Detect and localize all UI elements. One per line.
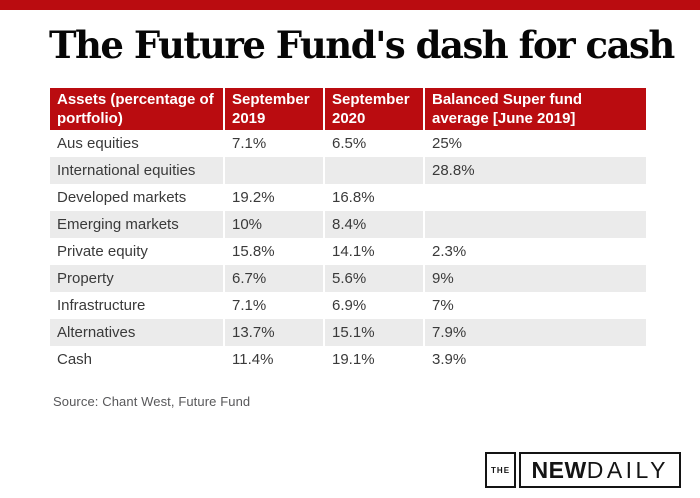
cell-sep2019: 15.8% <box>223 238 323 265</box>
cell-balanced: 2.3% <box>423 238 646 265</box>
cell-sep2020: 5.6% <box>323 265 423 292</box>
cell-balanced: 28.8% <box>423 157 646 184</box>
column-header-balanced: Balanced Super fund average [June 2019] <box>423 88 646 130</box>
cell-asset: Alternatives <box>57 324 136 341</box>
cell-asset: Private equity <box>57 243 148 260</box>
table-row: Property 6.7% 5.6% 9% <box>50 265 646 292</box>
cell-sep2019: 7.1% <box>223 130 323 157</box>
table-row: Emerging markets 10% 8.4% <box>50 211 646 238</box>
newdaily-logo-wordmark: NEW DAILY <box>518 452 681 488</box>
cell-sep2019: 13.7% <box>223 319 323 346</box>
table-row: International equities 28.8% <box>50 157 646 184</box>
cell-sep2020: 14.1% <box>323 238 423 265</box>
cell-sep2019: 19.2% <box>223 184 323 211</box>
newdaily-logo-the-box: THE <box>484 452 516 488</box>
table-row: Private equity 15.8% 14.1% 2.3% <box>50 238 646 265</box>
cell-asset: Developed markets <box>57 189 187 206</box>
table-row: Cash 11.4% 19.1% 3.9% <box>50 346 646 373</box>
newdaily-logo-daily: DAILY <box>586 456 669 483</box>
cell-balanced: 9% <box>423 265 646 292</box>
table-row: Alternatives 13.7% 15.1% 7.9% <box>50 319 646 346</box>
column-header-sep2019: September 2019 <box>223 88 323 130</box>
cell-asset: Infrastructure <box>57 297 146 314</box>
cell-sep2020: 16.8% <box>323 184 423 211</box>
table-row: Aus equities 7.1% 6.5% 25% <box>50 130 646 157</box>
table-row: Infrastructure 7.1% 6.9% 7% <box>50 292 646 319</box>
cell-balanced <box>423 211 646 238</box>
cell-sep2020: 19.1% <box>323 346 423 373</box>
cell-sep2020: 6.5% <box>323 130 423 157</box>
table-row: Developed markets 19.2% 16.8% <box>50 184 646 211</box>
column-header-sep2020: September 2020 <box>323 88 423 130</box>
cell-asset: Aus equities <box>57 135 139 152</box>
cell-sep2019 <box>223 157 323 184</box>
source-note: Source: Chant West, Future Fund <box>53 394 251 409</box>
cell-sep2019: 11.4% <box>223 346 323 373</box>
page-title: The Future Fund's dash for cash <box>49 23 675 67</box>
cell-sep2019: 10% <box>223 211 323 238</box>
cell-balanced: 7.9% <box>423 319 646 346</box>
cell-sep2019: 7.1% <box>223 292 323 319</box>
cell-asset: Property <box>57 270 114 287</box>
cell-sep2020 <box>323 157 423 184</box>
cell-balanced: 3.9% <box>423 346 646 373</box>
newdaily-logo: THE NEW DAILY <box>484 452 681 488</box>
cell-sep2020: 15.1% <box>323 319 423 346</box>
newdaily-logo-new: NEW <box>531 456 587 483</box>
table-header-row: Assets (percentage of portfolio) Septemb… <box>50 88 646 130</box>
cell-asset: Emerging markets <box>57 216 179 233</box>
cell-asset: Cash <box>57 351 93 368</box>
column-header-assets: Assets (percentage of portfolio) <box>57 91 214 127</box>
cell-sep2020: 6.9% <box>323 292 423 319</box>
cell-balanced: 7% <box>423 292 646 319</box>
cell-balanced <box>423 184 646 211</box>
cell-asset: International equities <box>57 162 196 179</box>
assets-table: Assets (percentage of portfolio) Septemb… <box>50 88 646 373</box>
cell-sep2020: 8.4% <box>323 211 423 238</box>
top-accent-bar <box>0 0 700 10</box>
cell-sep2019: 6.7% <box>223 265 323 292</box>
cell-balanced: 25% <box>423 130 646 157</box>
